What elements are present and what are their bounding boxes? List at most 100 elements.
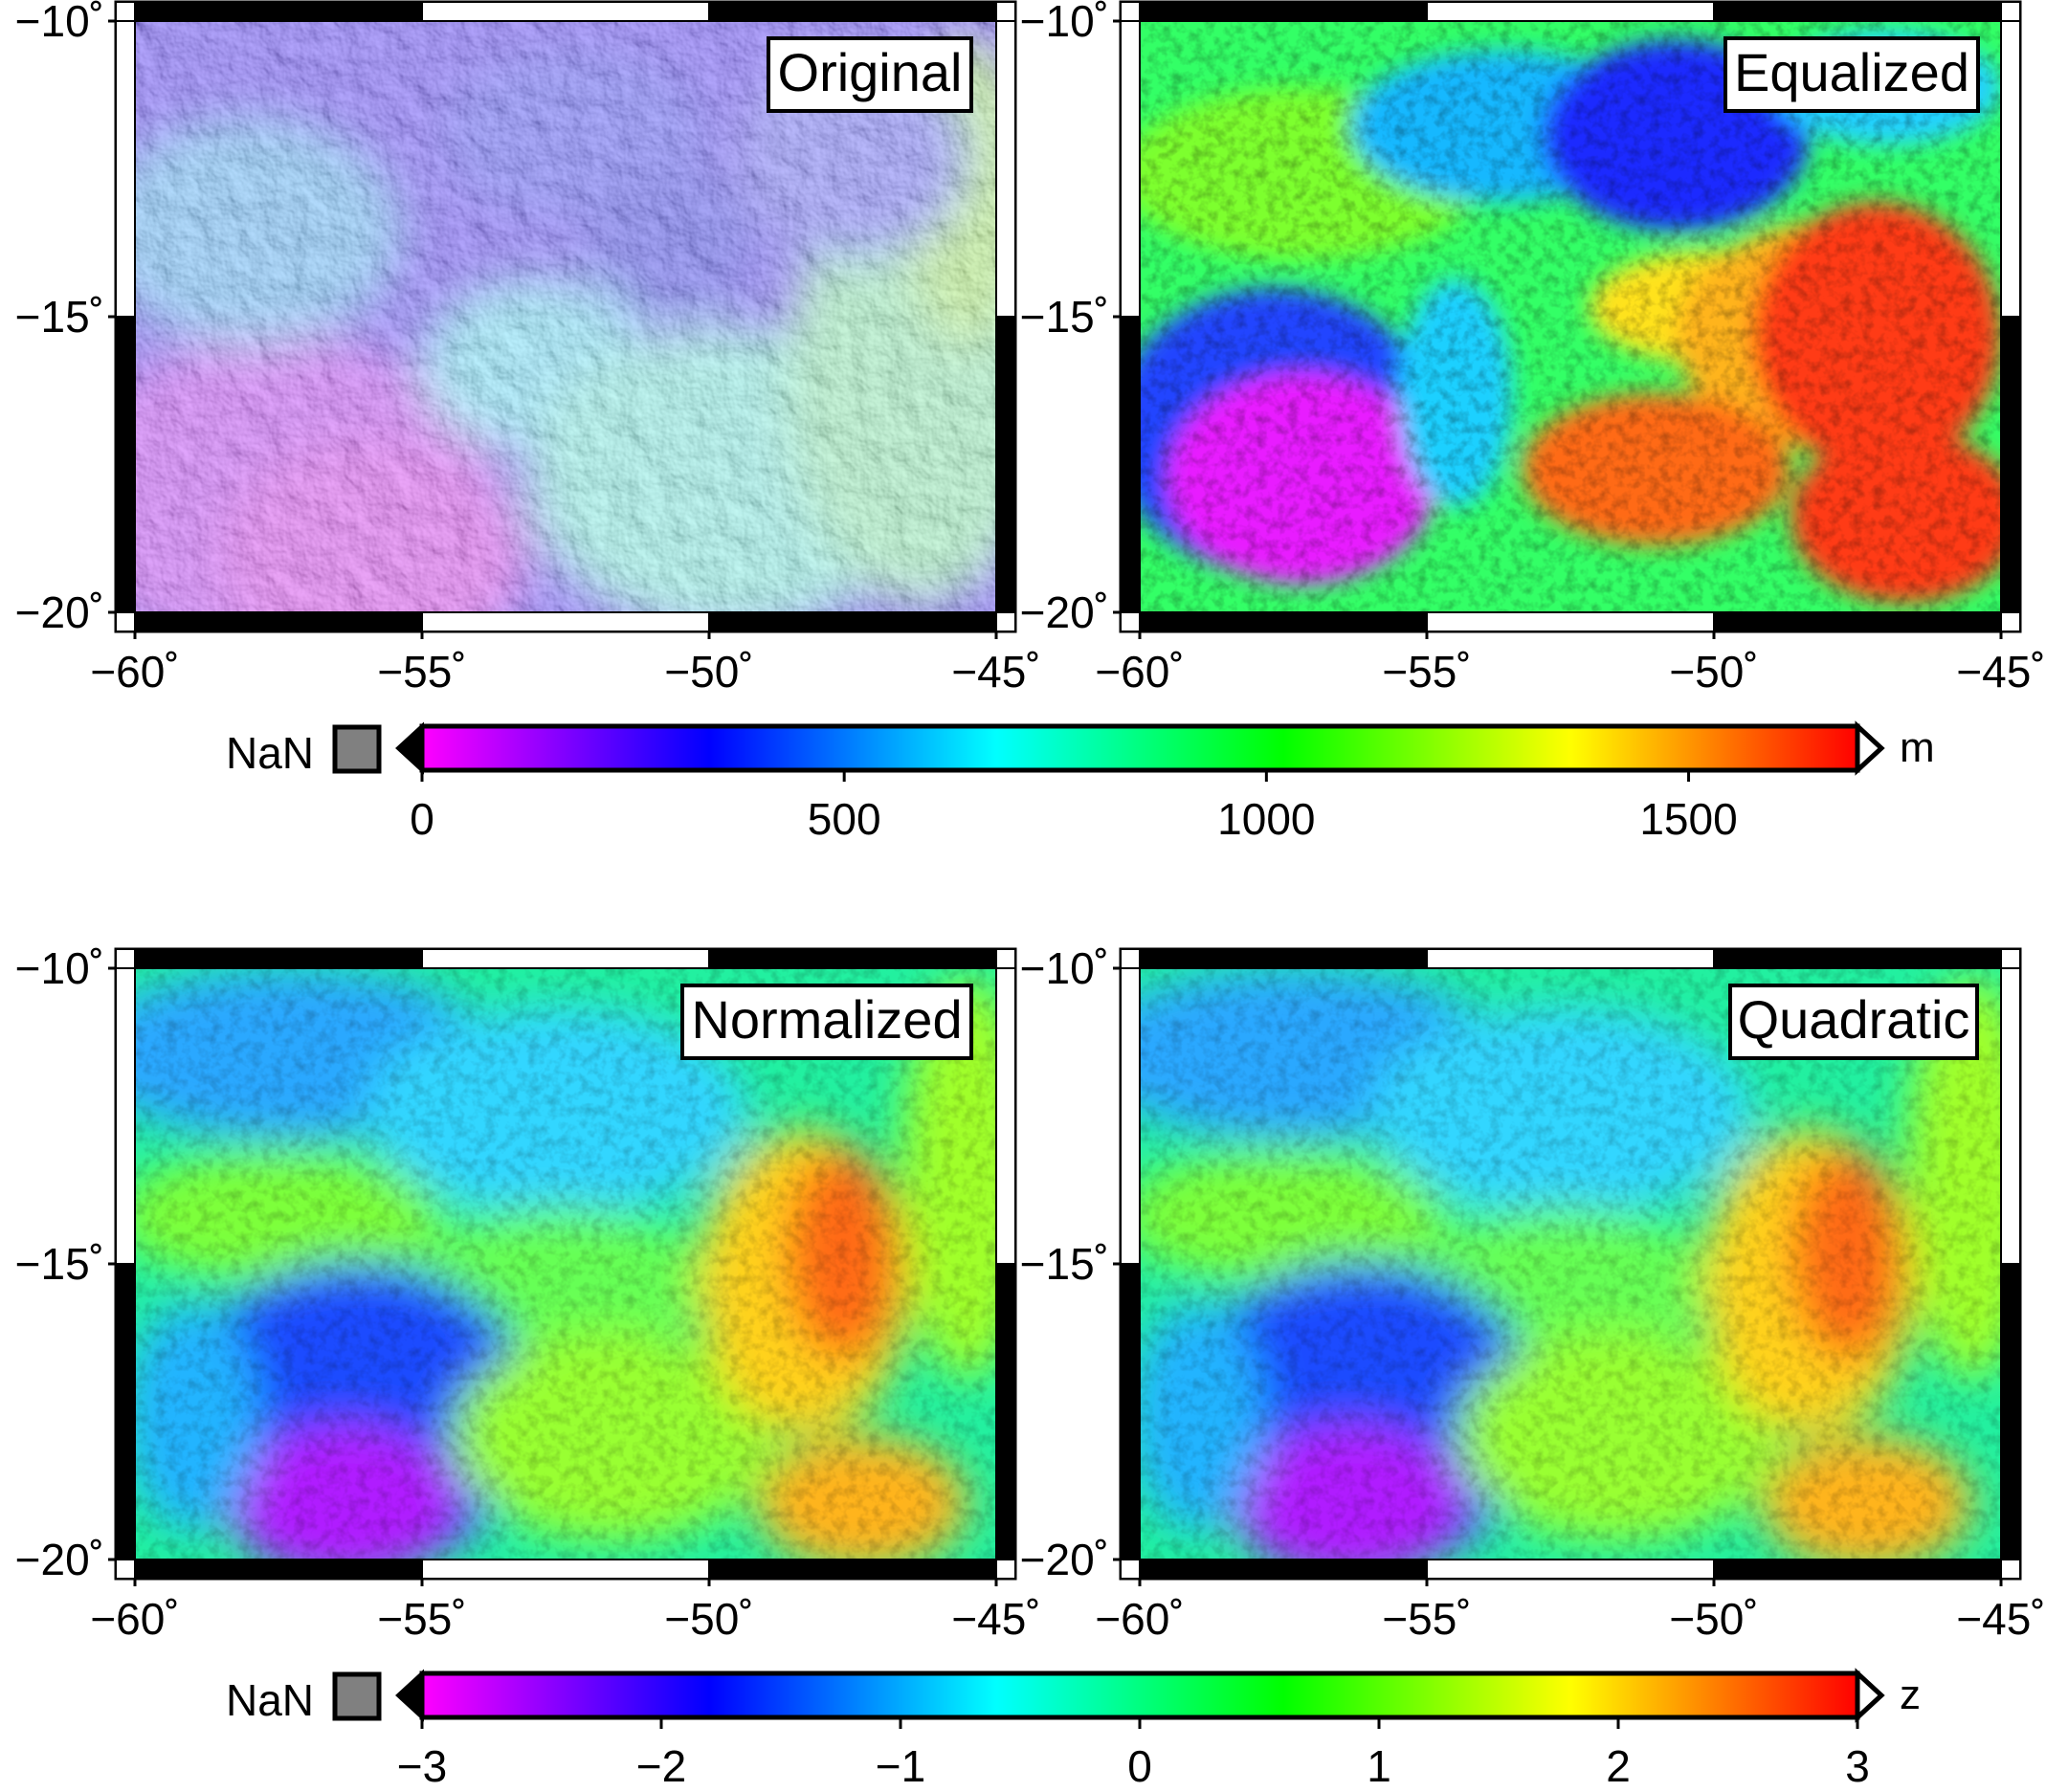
- map-frame: [108, 947, 1017, 1586]
- lon-tick-label: −55˚: [377, 1594, 466, 1644]
- nan-swatch-elevation: [332, 724, 382, 774]
- lon-tick-label: −50˚: [664, 1594, 753, 1644]
- frame-segment: [421, 1, 710, 22]
- frame-corner: [1120, 1559, 1141, 1580]
- panel-title-equalized: Equalized: [1724, 36, 1980, 113]
- lon-tick-label: −55˚: [1382, 1594, 1471, 1644]
- frame-segment: [115, 1263, 136, 1560]
- frame-corner: [2000, 948, 2021, 969]
- nan-swatch-zscore: [332, 1671, 382, 1721]
- lon-tick-label: −60˚: [90, 647, 179, 697]
- frame-segment: [115, 316, 136, 613]
- colorbar-left-triangle: [395, 1669, 424, 1722]
- lat-tick-label: −10˚: [1020, 0, 1109, 46]
- colorbar-tick-label: 1500: [1639, 794, 1737, 844]
- frame-corner: [995, 1559, 1016, 1580]
- frame-segment: [708, 611, 997, 632]
- map-frame: [1113, 0, 2022, 639]
- frame-segment: [2000, 20, 2021, 318]
- lat-tick-label: −20˚: [1020, 587, 1109, 637]
- frame-segment: [708, 1559, 997, 1580]
- colorbar-tick-label: 0: [410, 794, 434, 844]
- panel-title-quadratic: Quadratic: [1728, 984, 1979, 1060]
- frame-segment: [1139, 611, 1428, 632]
- frame-corner: [995, 611, 1016, 632]
- lon-tick-label: −50˚: [1669, 647, 1758, 697]
- frame-corner: [2000, 1, 2021, 22]
- frame-segment: [421, 611, 710, 632]
- lat-tick-label: −20˚: [15, 587, 104, 637]
- frame-corner: [2000, 1559, 2021, 1580]
- colorbar-tick-label: 2: [1606, 1741, 1631, 1791]
- frame-segment: [708, 1, 997, 22]
- frame-segment: [2000, 967, 2021, 1265]
- frame-segment: [1426, 611, 1715, 632]
- lon-tick-label: −45˚: [951, 647, 1040, 697]
- frame-corner: [1120, 948, 1141, 969]
- colorbar-tick-label: −3: [397, 1741, 447, 1791]
- lat-tick-label: −15˚: [15, 292, 104, 342]
- frame-segment: [1120, 967, 1141, 1265]
- lon-tick-label: −60˚: [90, 1594, 179, 1644]
- map-panel-quadratic: [1140, 968, 2001, 1560]
- frame-segment: [1426, 1, 1715, 22]
- colorbar-tick-label: 3: [1845, 1741, 1870, 1791]
- frame-segment: [1120, 20, 1141, 318]
- colorbar-tick-label: 500: [808, 794, 881, 844]
- colorbar-elevation-unit: m: [1900, 724, 1935, 771]
- colorbar-elevation-bar: [419, 723, 1860, 773]
- nan-label-zscore: NaN: [226, 1675, 314, 1725]
- panel-title-quadratic-text: Quadratic: [1738, 989, 1970, 1050]
- frame-segment: [2000, 1263, 2021, 1560]
- colorbar-zscore: NaN z −3 −2 −1 0 1 2 3: [226, 1668, 1921, 1791]
- frame-segment: [1713, 1559, 2002, 1580]
- frame-corner: [115, 1559, 136, 1580]
- frame-segment: [708, 948, 997, 969]
- colorbar-tick-label: 0: [1127, 1741, 1152, 1791]
- frame-segment: [421, 948, 710, 969]
- lon-tick-label: −60˚: [1095, 1594, 1184, 1644]
- frame-segment: [421, 1559, 710, 1580]
- frame-segment: [115, 967, 136, 1265]
- panel-title-equalized-text: Equalized: [1734, 42, 1969, 102]
- lon-tick-label: −50˚: [1669, 1594, 1758, 1644]
- frame-corner: [995, 948, 1016, 969]
- lat-tick-label: −10˚: [15, 0, 104, 46]
- colorbar-right-triangle: [1855, 720, 1885, 776]
- colorbar-right-triangle: [1855, 1668, 1885, 1723]
- frame-corner: [115, 948, 136, 969]
- frame-segment: [1426, 948, 1715, 969]
- frame-segment: [134, 1, 423, 22]
- frame-segment: [1120, 1263, 1141, 1560]
- colorbar-tick-label: 1: [1367, 1741, 1391, 1791]
- frame-segment: [115, 20, 136, 318]
- colorbar-tick-label: −1: [876, 1741, 925, 1791]
- colorbar-left-triangle: [395, 721, 424, 775]
- frame-segment: [1713, 948, 2002, 969]
- colorbar-tick-label: 1000: [1217, 794, 1315, 844]
- lon-tick-label: −45˚: [1956, 1594, 2045, 1644]
- map-panel-equalized: [1140, 21, 2001, 612]
- lat-tick-label: −20˚: [15, 1535, 104, 1584]
- nan-label-elevation: NaN: [226, 728, 314, 778]
- colorbar-elevation-ticks: 0 500 1000 1500: [410, 770, 1738, 844]
- frame-segment: [1139, 1559, 1428, 1580]
- map-panel-original: [135, 21, 996, 612]
- frame-segment: [134, 1559, 423, 1580]
- map-frame: [1113, 947, 2022, 1586]
- frame-corner: [1120, 1, 1141, 22]
- axis-labels: −60˚ −55˚ −50˚ −45˚ −10˚ −15˚ −20˚ −60˚ −55˚ −50˚…: [15, 0, 2046, 1644]
- lat-tick-label: −10˚: [1020, 943, 1109, 993]
- colorbar-zscore-bar: [419, 1670, 1860, 1720]
- frame-corner: [2000, 611, 2021, 632]
- panel-title-normalized: Normalized: [680, 984, 973, 1060]
- frame-corner: [995, 1, 1016, 22]
- frame-segment: [1713, 1, 2002, 22]
- colorbar-elevation: NaN m 0 500 1000 1500: [226, 720, 1935, 844]
- frame-corner: [115, 1, 136, 22]
- frame-segment: [995, 1263, 1016, 1560]
- colorbar-tick-label: −2: [636, 1741, 686, 1791]
- map-frame: [108, 0, 1017, 639]
- frame-segment: [995, 967, 1016, 1265]
- frame-segment: [1713, 611, 2002, 632]
